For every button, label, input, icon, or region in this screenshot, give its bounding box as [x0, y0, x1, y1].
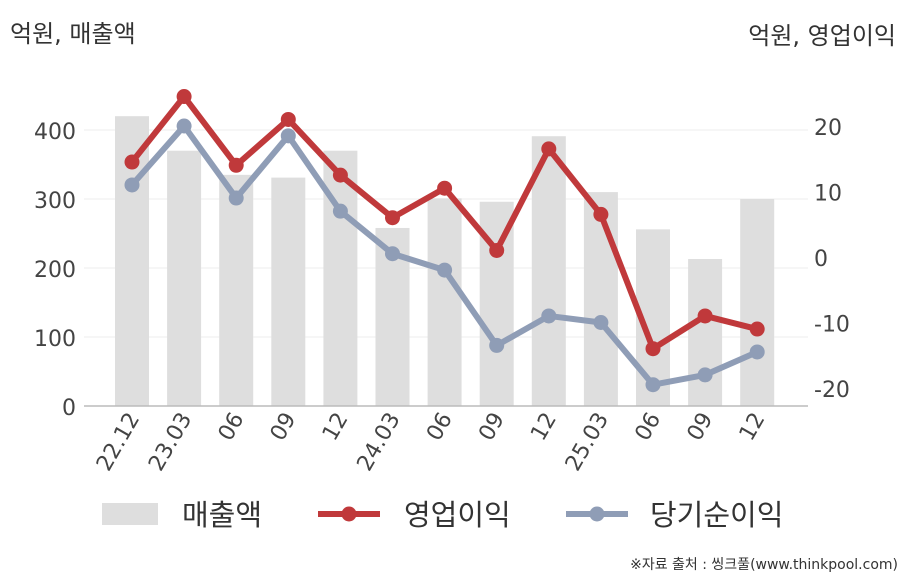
operating-profit-point — [332, 167, 348, 183]
revenue-bar — [427, 198, 462, 406]
net-income-point — [385, 246, 400, 262]
revenue-bar — [688, 259, 723, 406]
net-income-point — [124, 177, 140, 193]
net-income-point — [541, 308, 557, 324]
left-tick-label: 200 — [34, 258, 76, 283]
x-tick-label: 24.03 — [353, 409, 406, 476]
net-income-point — [645, 377, 661, 393]
x-tick-label: 25.03 — [561, 409, 614, 476]
operating-profit-point — [697, 308, 713, 324]
x-tick-label: 06 — [631, 409, 667, 446]
operating-profit-point — [593, 206, 609, 222]
revenue-bar — [219, 174, 254, 406]
operating-profit-point — [437, 180, 453, 196]
net-income-point — [332, 203, 348, 219]
legend-revenue-label: 매출액 — [182, 498, 262, 532]
operating-profit-point — [489, 242, 505, 258]
left-tick-label: 300 — [34, 189, 76, 214]
operating-profit-point — [280, 111, 296, 127]
legend-net-income-marker — [589, 506, 605, 522]
operating-profit-point — [645, 341, 661, 357]
right-tick-label: 20 — [814, 116, 842, 141]
x-tick-label: 12 — [318, 409, 354, 446]
legend-operating-profit-marker — [341, 506, 357, 522]
left-tick-label: 100 — [34, 327, 76, 352]
net-income-point — [280, 128, 296, 144]
x-tick-label: 09 — [683, 409, 719, 446]
net-income-point — [228, 190, 244, 206]
x-tick-label: 06 — [422, 409, 458, 446]
left-tick-label: 0 — [62, 396, 76, 421]
right-tick-label: 10 — [814, 182, 842, 207]
right-tick-label: 0 — [814, 247, 828, 272]
net-income-point — [749, 344, 765, 360]
x-tick-label: 09 — [266, 409, 302, 446]
x-tick-label: 09 — [474, 409, 510, 446]
left-tick-label: 400 — [34, 120, 76, 145]
x-tick-label: 12 — [526, 409, 562, 446]
x-tick-label: 22.12 — [92, 409, 145, 476]
revenue-bar — [531, 136, 566, 406]
legend-revenue-swatch — [102, 503, 158, 525]
x-tick-label: 12 — [735, 409, 771, 446]
x-tick-label: 23.03 — [144, 409, 197, 476]
net-income-point — [437, 262, 453, 278]
net-income-point — [489, 337, 505, 353]
operating-profit-point — [385, 210, 400, 226]
right-tick-label: -10 — [814, 313, 850, 338]
left-axis-unit: 억원, 매출액 — [10, 20, 136, 48]
revenue-bar — [740, 199, 775, 406]
revenue-bar — [271, 177, 306, 406]
legend-net-income-label: 당기순이익 — [650, 498, 783, 532]
x-tick-label: 06 — [214, 409, 250, 446]
net-income-point — [593, 315, 609, 330]
operating-profit-point — [176, 89, 192, 105]
operating-profit-point — [749, 321, 765, 337]
source-note: ※자료 출처 : 씽크풀(www.thinkpool.com) — [630, 557, 898, 573]
operating-profit-point — [228, 157, 244, 173]
net-income-point — [697, 367, 713, 383]
legend-operating-profit-label: 영업이익 — [404, 498, 511, 532]
operating-profit-point — [124, 154, 140, 170]
right-tick-label: -20 — [814, 378, 850, 403]
right-axis-unit: 억원, 영업이익 — [748, 22, 896, 50]
operating-profit-point — [541, 141, 557, 157]
revenue-bar — [583, 192, 618, 406]
revenue-bar — [167, 150, 202, 406]
net-income-point — [176, 118, 192, 134]
